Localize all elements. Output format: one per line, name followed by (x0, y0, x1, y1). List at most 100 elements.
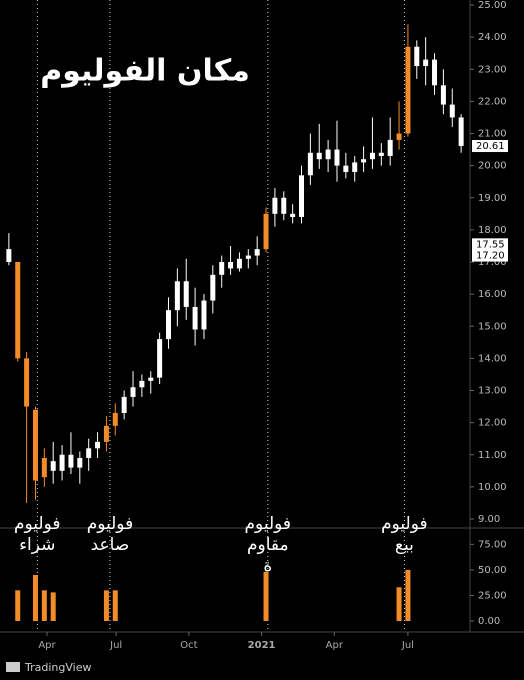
candle-body (281, 197, 287, 214)
y-tick-label: 14.00 (478, 353, 507, 364)
candle-body (165, 310, 171, 340)
candle-body (369, 152, 375, 160)
candle-body (334, 149, 340, 166)
candle-body (68, 454, 74, 468)
annotation-text: مقاوم (247, 535, 289, 555)
candle-body (378, 152, 384, 156)
candle-body (387, 139, 393, 156)
candle-body (192, 306, 198, 330)
candle-body (210, 274, 216, 301)
candle-body (432, 59, 438, 86)
annotation-text: بيع (395, 535, 414, 555)
y-tick-label: 25.00 (478, 0, 507, 11)
candle-body (130, 387, 136, 397)
candle-body (299, 175, 305, 218)
y-tick-label: 9.00 (478, 514, 500, 525)
candle-body (352, 162, 358, 173)
candle-body (95, 441, 101, 449)
candle-body (272, 197, 278, 214)
candle-body (183, 281, 189, 307)
candle-body (440, 85, 446, 105)
volume-tick-label: 50.00 (478, 565, 507, 576)
candle-body (423, 59, 429, 67)
y-tick-label: 15.00 (478, 321, 507, 332)
y-tick-label: 18.00 (478, 225, 507, 236)
candle-body (41, 457, 47, 478)
annotation-text: فوليوم (87, 514, 134, 534)
annotation-text: صاعد (91, 535, 130, 555)
candle-body (361, 159, 367, 163)
brand: TradingView (24, 661, 91, 674)
candle-body (307, 152, 313, 176)
price-label-box (472, 238, 508, 251)
volume-tick-label: 25.00 (478, 590, 507, 601)
volume-bar (396, 587, 402, 621)
volume-bar (41, 590, 47, 621)
annotation-text: فوليوم (245, 514, 292, 534)
y-tick-label: 21.00 (478, 129, 507, 140)
price-label: 17.55 (476, 239, 505, 250)
volume-bar (263, 571, 269, 621)
price-label-box (472, 140, 508, 153)
chart-title: مكان الفوليوم (40, 54, 250, 89)
y-tick-label: 13.00 (478, 386, 507, 397)
price-label: 17.20 (476, 251, 505, 262)
candle-body (263, 213, 269, 250)
annotation-text: فوليوم (381, 514, 428, 534)
candle-body (414, 46, 420, 67)
candle-body (112, 412, 118, 426)
candle-body (6, 249, 12, 262)
price-label: 20.61 (476, 141, 505, 152)
volume-bar (15, 590, 21, 621)
x-tick-label: Jul (109, 640, 122, 651)
candle-body (254, 249, 260, 256)
candle-body (59, 454, 65, 471)
candle-body (245, 255, 251, 259)
candle-body (32, 409, 38, 481)
candle-body (325, 149, 331, 160)
annotation-text: شراء (19, 535, 55, 555)
candle-body (449, 104, 455, 118)
candle-body (236, 258, 242, 269)
y-tick-label: 20.00 (478, 161, 507, 172)
candle-body (77, 457, 83, 468)
y-tick-label: 19.00 (478, 193, 507, 204)
y-tick-label: 22.00 (478, 96, 507, 107)
y-tick-label: 16.00 (478, 289, 507, 300)
candle-body (86, 448, 92, 458)
candle-body (174, 281, 180, 311)
candle-body (316, 152, 322, 160)
x-tick-label: Jul (401, 640, 414, 651)
volume-tick-label: 75.00 (478, 539, 507, 550)
candle-body (139, 380, 145, 388)
candle-body (24, 358, 30, 407)
candle-body (458, 117, 464, 147)
candle-body (290, 213, 296, 218)
annotation-text: فوليوم (14, 514, 61, 534)
volume-bar (103, 590, 109, 621)
candle-body (228, 262, 234, 269)
brand-logo (6, 662, 20, 672)
y-tick-label: 10.00 (478, 482, 507, 493)
price-label-box (472, 249, 508, 262)
candle-body (405, 46, 411, 134)
candle-body (50, 461, 56, 471)
x-tick-label: 2021 (248, 640, 276, 651)
candle-body (201, 300, 207, 330)
x-tick-label: Apr (38, 640, 56, 651)
y-tick-label: 17.00 (478, 257, 507, 268)
candle-body (396, 133, 402, 140)
y-tick-label: 11.00 (478, 450, 507, 461)
volume-bar (32, 574, 38, 621)
y-tick-label: 23.00 (478, 64, 507, 75)
candle-body (148, 377, 154, 381)
candle-body (157, 339, 163, 378)
x-tick-label: Oct (180, 640, 197, 651)
y-tick-label: 12.00 (478, 418, 507, 429)
candle-body (219, 262, 225, 275)
volume-tick-label: 0.00 (478, 616, 500, 627)
candle-body (103, 425, 109, 442)
x-tick-label: Apr (326, 640, 344, 651)
